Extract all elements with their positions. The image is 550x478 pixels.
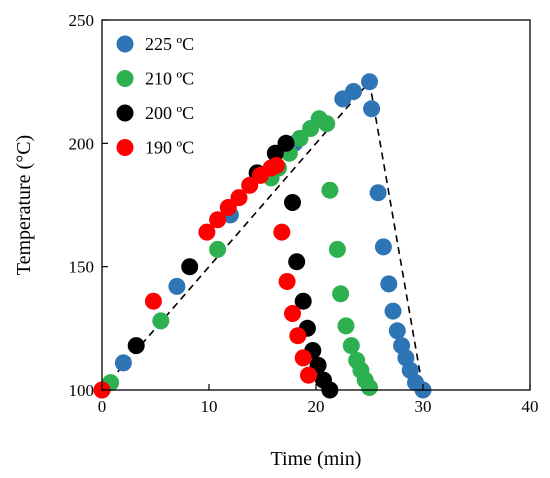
data-point: [241, 176, 259, 194]
data-point: [144, 292, 162, 310]
axis-ticks-layer: 0 10 20 30 40 100 150 200 250: [69, 11, 539, 416]
x-tick-label: 10: [201, 397, 218, 416]
legend: 225 ºC 210 ºC 200 ºC 190 ºC: [116, 34, 194, 158]
fit-line: [101, 79, 424, 391]
data-point: [230, 189, 248, 207]
data-point: [284, 194, 301, 211]
data-point: [266, 144, 284, 162]
data-point: [300, 366, 317, 384]
legend-label: 190 ºC: [145, 138, 194, 158]
data-point: [332, 285, 350, 303]
y-tick-label: 200: [69, 134, 95, 153]
data-point: [198, 223, 216, 241]
data-point: [345, 83, 362, 100]
legend-marker: [116, 70, 134, 87]
data-point: [361, 73, 378, 91]
data-point: [273, 223, 291, 241]
data-point: [168, 277, 186, 295]
data-point: [384, 302, 402, 320]
data-point: [284, 305, 301, 322]
data-point: [328, 240, 346, 258]
data-point: [152, 312, 170, 330]
data-point: [127, 337, 145, 355]
x-tick-label: 30: [415, 397, 432, 416]
fit-line-layer: [101, 79, 424, 391]
legend-label: 225 ºC: [145, 34, 194, 54]
data-point: [267, 157, 285, 174]
y-tick-label: 250: [69, 11, 95, 30]
legend-label: 210 ºC: [145, 69, 194, 89]
legend-label: 200 ºC: [145, 103, 194, 123]
data-point: [321, 181, 339, 199]
data-point: [318, 115, 336, 133]
data-point: [374, 238, 392, 256]
x-tick-label: 40: [522, 397, 539, 416]
y-tick-label: 150: [69, 258, 95, 277]
data-point: [277, 134, 295, 152]
legend-marker: [116, 139, 134, 156]
data-point: [114, 354, 132, 372]
data-point: [363, 100, 381, 118]
data-point: [219, 199, 237, 216]
data-point: [380, 275, 398, 293]
data-point: [337, 317, 355, 335]
legend-marker: [116, 104, 134, 122]
data-point: [278, 273, 296, 290]
data-point: [361, 379, 378, 396]
series-3: [93, 157, 317, 399]
data-point: [369, 184, 387, 202]
x-tick-label: 20: [308, 397, 325, 416]
data-point: [289, 327, 307, 345]
data-point: [388, 322, 406, 340]
data-point: [288, 253, 306, 271]
data-point: [181, 258, 199, 276]
x-tick-label: 0: [98, 397, 107, 416]
data-point: [294, 292, 312, 310]
y-tick-label: 100: [69, 381, 95, 400]
x-axis-title: Time (min): [271, 448, 362, 470]
series-1: [102, 110, 378, 396]
data-point: [342, 337, 360, 355]
data-point: [294, 349, 312, 367]
legend-marker: [116, 35, 134, 53]
data-point: [209, 211, 227, 229]
data-point: [209, 240, 227, 258]
y-axis-title: Temperature (°C): [13, 135, 35, 275]
